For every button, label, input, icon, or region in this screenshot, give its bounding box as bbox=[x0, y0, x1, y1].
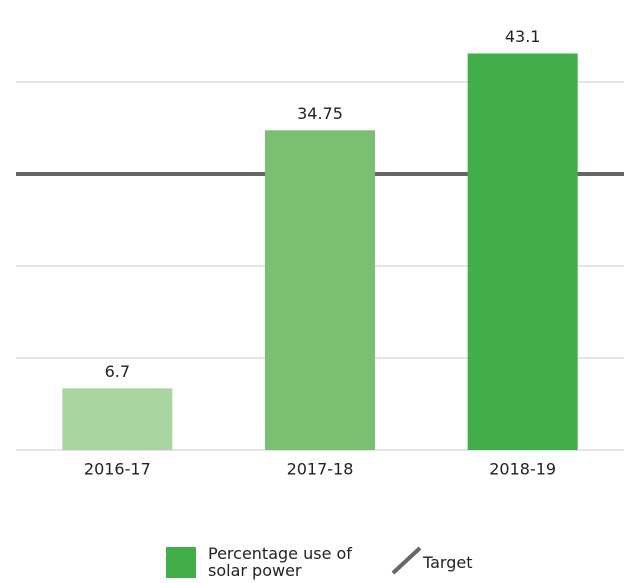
bar bbox=[265, 130, 375, 451]
value-label: 43.1 bbox=[505, 27, 541, 46]
legend-label: Target bbox=[423, 553, 473, 572]
bar bbox=[62, 388, 173, 450]
bar bbox=[467, 53, 578, 450]
value-label: 34.75 bbox=[297, 104, 343, 123]
legend-target-icon bbox=[391, 546, 422, 575]
legend-label: Percentage use of solar power bbox=[208, 544, 352, 580]
x-tick-label: 2018-19 bbox=[489, 460, 556, 479]
x-tick-label: 2016-17 bbox=[84, 460, 151, 479]
legend-swatch bbox=[166, 547, 196, 578]
x-tick-label: 2017-18 bbox=[287, 460, 354, 479]
value-label: 6.7 bbox=[105, 362, 130, 381]
